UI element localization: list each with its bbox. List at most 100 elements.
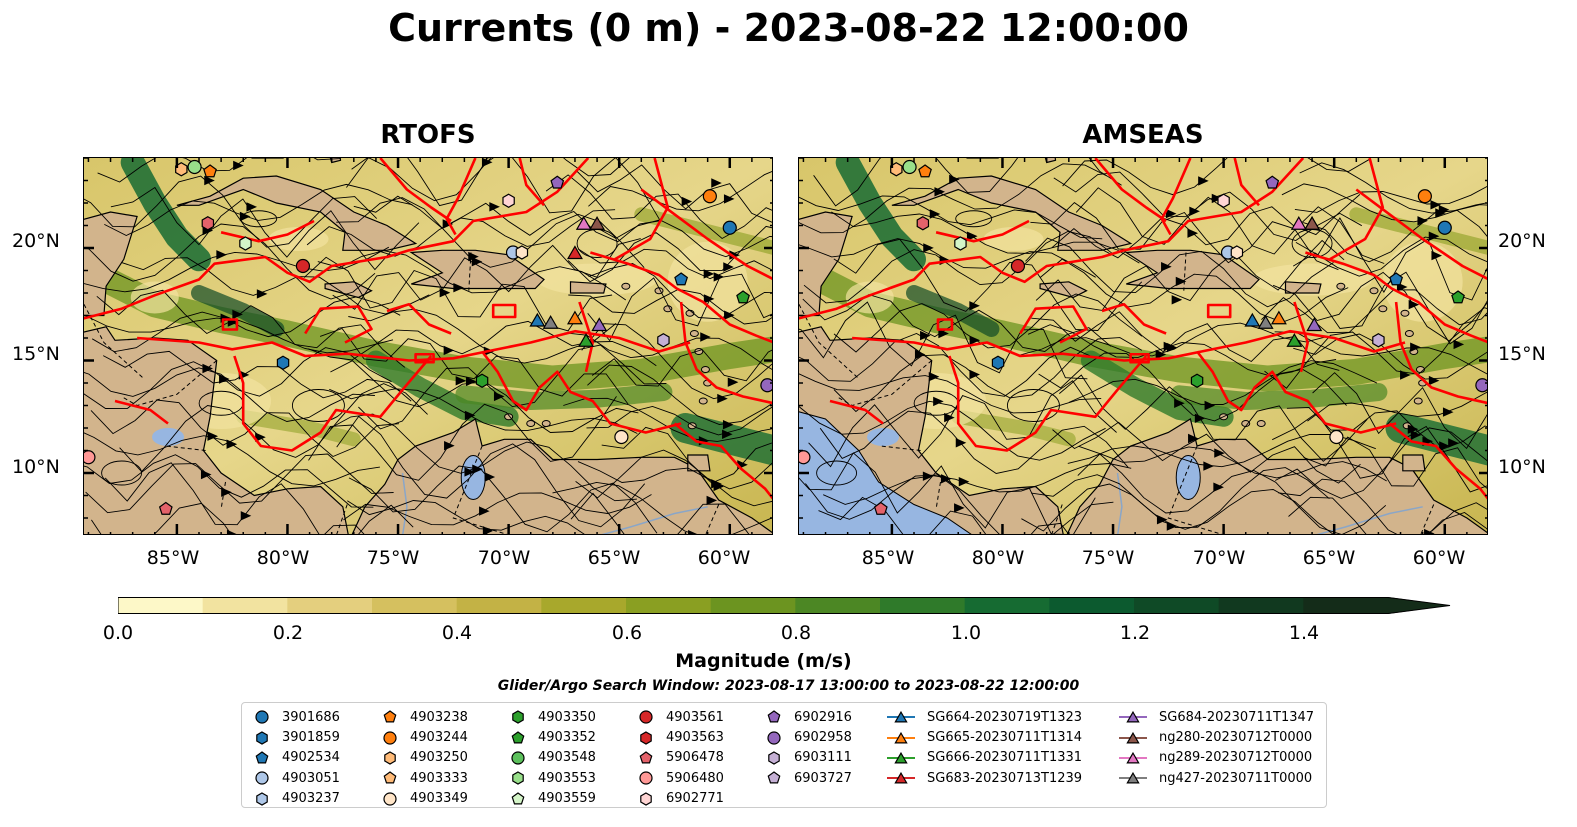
x-tick-75w-left: 75°W xyxy=(366,547,420,569)
legend-marker xyxy=(639,771,653,785)
colorbar-tick: 1.2 xyxy=(1119,622,1151,644)
island xyxy=(698,397,708,405)
legend-column: 3901686 3901859 4902534 4903051 4903237 xyxy=(254,707,340,809)
legend-marker xyxy=(511,730,525,744)
legend-label: 4903051 xyxy=(282,770,340,786)
y-tick-15n-left: 15°N xyxy=(12,343,60,365)
flow-arrow xyxy=(1428,231,1440,241)
legend-label: 4903349 xyxy=(410,791,468,807)
eez-line xyxy=(379,158,452,223)
eez-line xyxy=(518,158,545,207)
flow-arrow xyxy=(923,243,934,253)
argo-float-marker xyxy=(1190,373,1204,388)
streamline xyxy=(1274,331,1487,375)
legend-item: SG683-20230713T1239 xyxy=(887,768,1082,788)
triangle-marker-icon xyxy=(1119,772,1147,784)
streamline xyxy=(799,452,1096,534)
flow-arrow xyxy=(482,526,494,534)
flow-arrow xyxy=(493,391,505,402)
x-tick-80w-right: 80°W xyxy=(971,547,1025,569)
river xyxy=(1116,472,1123,534)
streamline xyxy=(91,296,401,353)
streamline xyxy=(570,492,750,534)
flow-arrow xyxy=(455,376,467,386)
legend-marker xyxy=(639,751,653,764)
eez-box xyxy=(1129,352,1150,364)
streamline xyxy=(317,250,627,301)
colorbar-segment xyxy=(795,597,881,614)
circle-marker-icon xyxy=(383,730,397,745)
figure-title: Currents (0 m) - 2023-08-22 12:00:00 xyxy=(388,6,1189,50)
legend-label: 4903244 xyxy=(410,730,468,746)
flow-arrow xyxy=(472,464,483,474)
eddy-loop xyxy=(1006,389,1060,422)
argo-float-marker xyxy=(799,450,811,465)
argo-float-marker xyxy=(1437,220,1452,235)
argo-float-marker xyxy=(550,175,565,189)
streamline xyxy=(1068,360,1378,405)
streamline xyxy=(1288,496,1487,534)
hexagon-marker-icon xyxy=(512,771,524,786)
streamline xyxy=(84,347,392,409)
streamline xyxy=(802,294,1112,352)
legend-marker xyxy=(767,730,781,745)
streamline xyxy=(799,333,1093,397)
streamline xyxy=(799,163,1108,234)
island xyxy=(1369,287,1379,295)
streamlines xyxy=(799,158,1487,534)
streamline xyxy=(593,219,772,258)
streamline xyxy=(1272,271,1487,342)
eez-line xyxy=(935,219,1030,243)
flow-arrow xyxy=(969,301,980,311)
legend-marker xyxy=(639,710,653,724)
land-mass xyxy=(1284,281,1322,294)
flow-arrow xyxy=(969,335,981,345)
streamline xyxy=(306,209,616,257)
legend-item: 4903250 xyxy=(382,748,468,768)
argo-float-marker xyxy=(722,220,737,235)
glider-marker xyxy=(1257,315,1274,329)
legend-marker xyxy=(256,792,268,806)
colorbar-segment xyxy=(1049,597,1135,614)
flow-arrow xyxy=(934,187,946,197)
argo-float-marker xyxy=(1451,290,1465,304)
eez-line xyxy=(1233,158,1260,207)
x-tick-65w-left: 65°W xyxy=(587,547,641,569)
glider-marker xyxy=(1270,310,1287,325)
legend-marker xyxy=(512,771,524,786)
streamline xyxy=(1312,372,1487,450)
legend-label: 4903333 xyxy=(410,770,468,786)
legend-marker xyxy=(383,771,397,784)
streamline xyxy=(813,158,1122,207)
flow-arrow xyxy=(681,196,693,207)
island xyxy=(526,420,536,427)
land-mass xyxy=(1402,454,1426,472)
legend-marker xyxy=(255,710,269,724)
streamline xyxy=(586,406,772,436)
argo-float-marker xyxy=(201,216,215,231)
streamline xyxy=(351,158,660,220)
legend-item: 4903237 xyxy=(254,789,340,809)
river xyxy=(1316,506,1423,534)
colorbar-segment xyxy=(118,597,204,614)
flow-arrow xyxy=(1204,400,1216,411)
streamline xyxy=(1303,436,1487,489)
flow-arrow xyxy=(933,396,944,407)
colorbar-segment xyxy=(456,597,542,614)
country-border xyxy=(1183,252,1187,291)
eez-line xyxy=(84,158,590,320)
streamline xyxy=(85,453,394,514)
flow-arrow xyxy=(940,474,952,484)
flow-arrow xyxy=(722,429,733,439)
flow-arrow xyxy=(479,506,490,516)
flow-arrow xyxy=(207,431,219,441)
streamline xyxy=(1051,194,1361,259)
flow-arrow xyxy=(700,332,711,342)
colorbar-segment xyxy=(541,597,627,614)
legend-marker xyxy=(640,792,652,806)
legend-marker xyxy=(383,710,397,723)
flow-arrow xyxy=(240,511,252,521)
legend-item: 6903111 xyxy=(766,748,852,768)
flow-arrow xyxy=(717,393,728,404)
legend-label: ng289-20230712T0000 xyxy=(1159,750,1313,766)
